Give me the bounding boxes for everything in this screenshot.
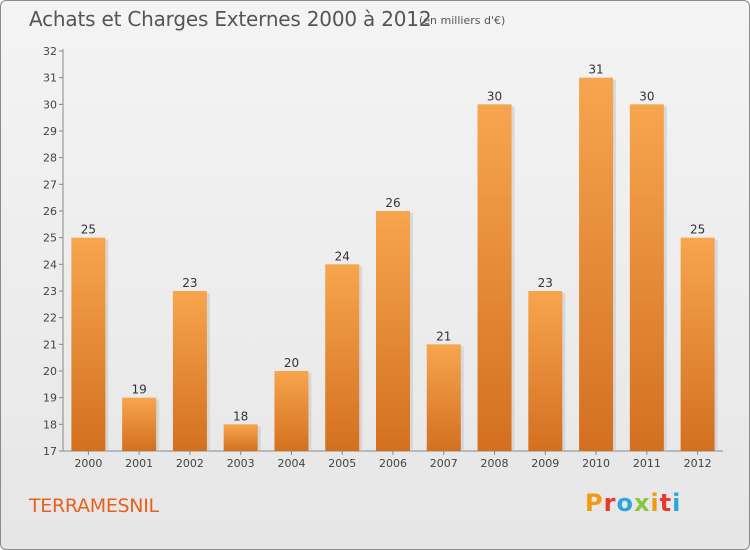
bar (579, 77, 614, 452)
data-label: 25 (690, 223, 705, 237)
bar (426, 344, 461, 451)
bar (477, 104, 512, 451)
bar (325, 264, 360, 451)
data-label: 20 (284, 356, 299, 370)
y-tick-label: 17 (43, 445, 57, 458)
brand-letter: r (603, 489, 617, 517)
x-tick-label: 2002 (176, 457, 204, 470)
bar (376, 211, 410, 451)
bar (528, 291, 563, 451)
bar (223, 424, 258, 451)
brand-letter: o (616, 489, 634, 517)
bar (172, 291, 207, 451)
y-tick-label: 32 (43, 45, 57, 58)
brand-letter: i (672, 489, 682, 517)
brand-logo: Proxiti (585, 489, 681, 517)
y-tick-label: 20 (43, 365, 57, 378)
data-label: 18 (233, 409, 248, 423)
y-tick-label: 26 (43, 205, 57, 218)
data-label: 19 (132, 383, 147, 397)
data-label: 30 (487, 89, 502, 103)
bar (680, 237, 715, 451)
y-tick-label: 27 (43, 178, 57, 191)
brand-letter: t (659, 489, 673, 517)
x-tick-label: 2011 (633, 457, 661, 470)
chart-title: Achats et Charges Externes 2000 à 2012 (29, 7, 432, 31)
chart-subtitle: (en milliers d'€) (419, 14, 506, 27)
brand-letter: i (650, 489, 660, 517)
y-tick-label: 29 (43, 125, 57, 138)
x-tick-label: 2010 (582, 457, 610, 470)
bar (122, 397, 157, 451)
y-tick-label: 21 (43, 338, 57, 351)
data-label: 25 (81, 223, 96, 237)
bar (71, 237, 106, 451)
y-tick-label: 30 (43, 98, 57, 111)
y-tick-label: 31 (43, 72, 57, 85)
y-tick-label: 25 (43, 232, 57, 245)
x-tick-label: 2003 (227, 457, 255, 470)
x-tick-label: 2009 (531, 457, 559, 470)
brand-letter: x (633, 489, 651, 517)
y-tick-label: 28 (43, 152, 57, 165)
data-label: 23 (538, 276, 553, 290)
data-label: 26 (385, 196, 400, 210)
x-tick-label: 2000 (74, 457, 102, 470)
y-tick-label: 24 (43, 258, 57, 271)
x-tick-label: 2006 (379, 457, 407, 470)
x-tick-label: 2008 (481, 457, 509, 470)
x-tick-label: 2004 (277, 457, 305, 470)
y-tick-label: 23 (43, 285, 57, 298)
brand-letter: P (585, 489, 604, 517)
x-tick-label: 2007 (430, 457, 458, 470)
bar (274, 371, 309, 451)
y-tick-label: 22 (43, 312, 57, 325)
y-tick-label: 19 (43, 392, 57, 405)
x-tick-label: 2012 (684, 457, 712, 470)
data-label: 21 (436, 329, 451, 343)
y-tick-label: 18 (43, 418, 57, 431)
data-label: 31 (588, 63, 603, 77)
x-tick-label: 2001 (125, 457, 153, 470)
data-label: 24 (335, 249, 350, 263)
x-tick-label: 2005 (328, 457, 356, 470)
data-label: 30 (639, 89, 654, 103)
bar (629, 104, 664, 451)
data-label: 23 (182, 276, 197, 290)
place-name: TERRAMESNIL (29, 495, 159, 517)
